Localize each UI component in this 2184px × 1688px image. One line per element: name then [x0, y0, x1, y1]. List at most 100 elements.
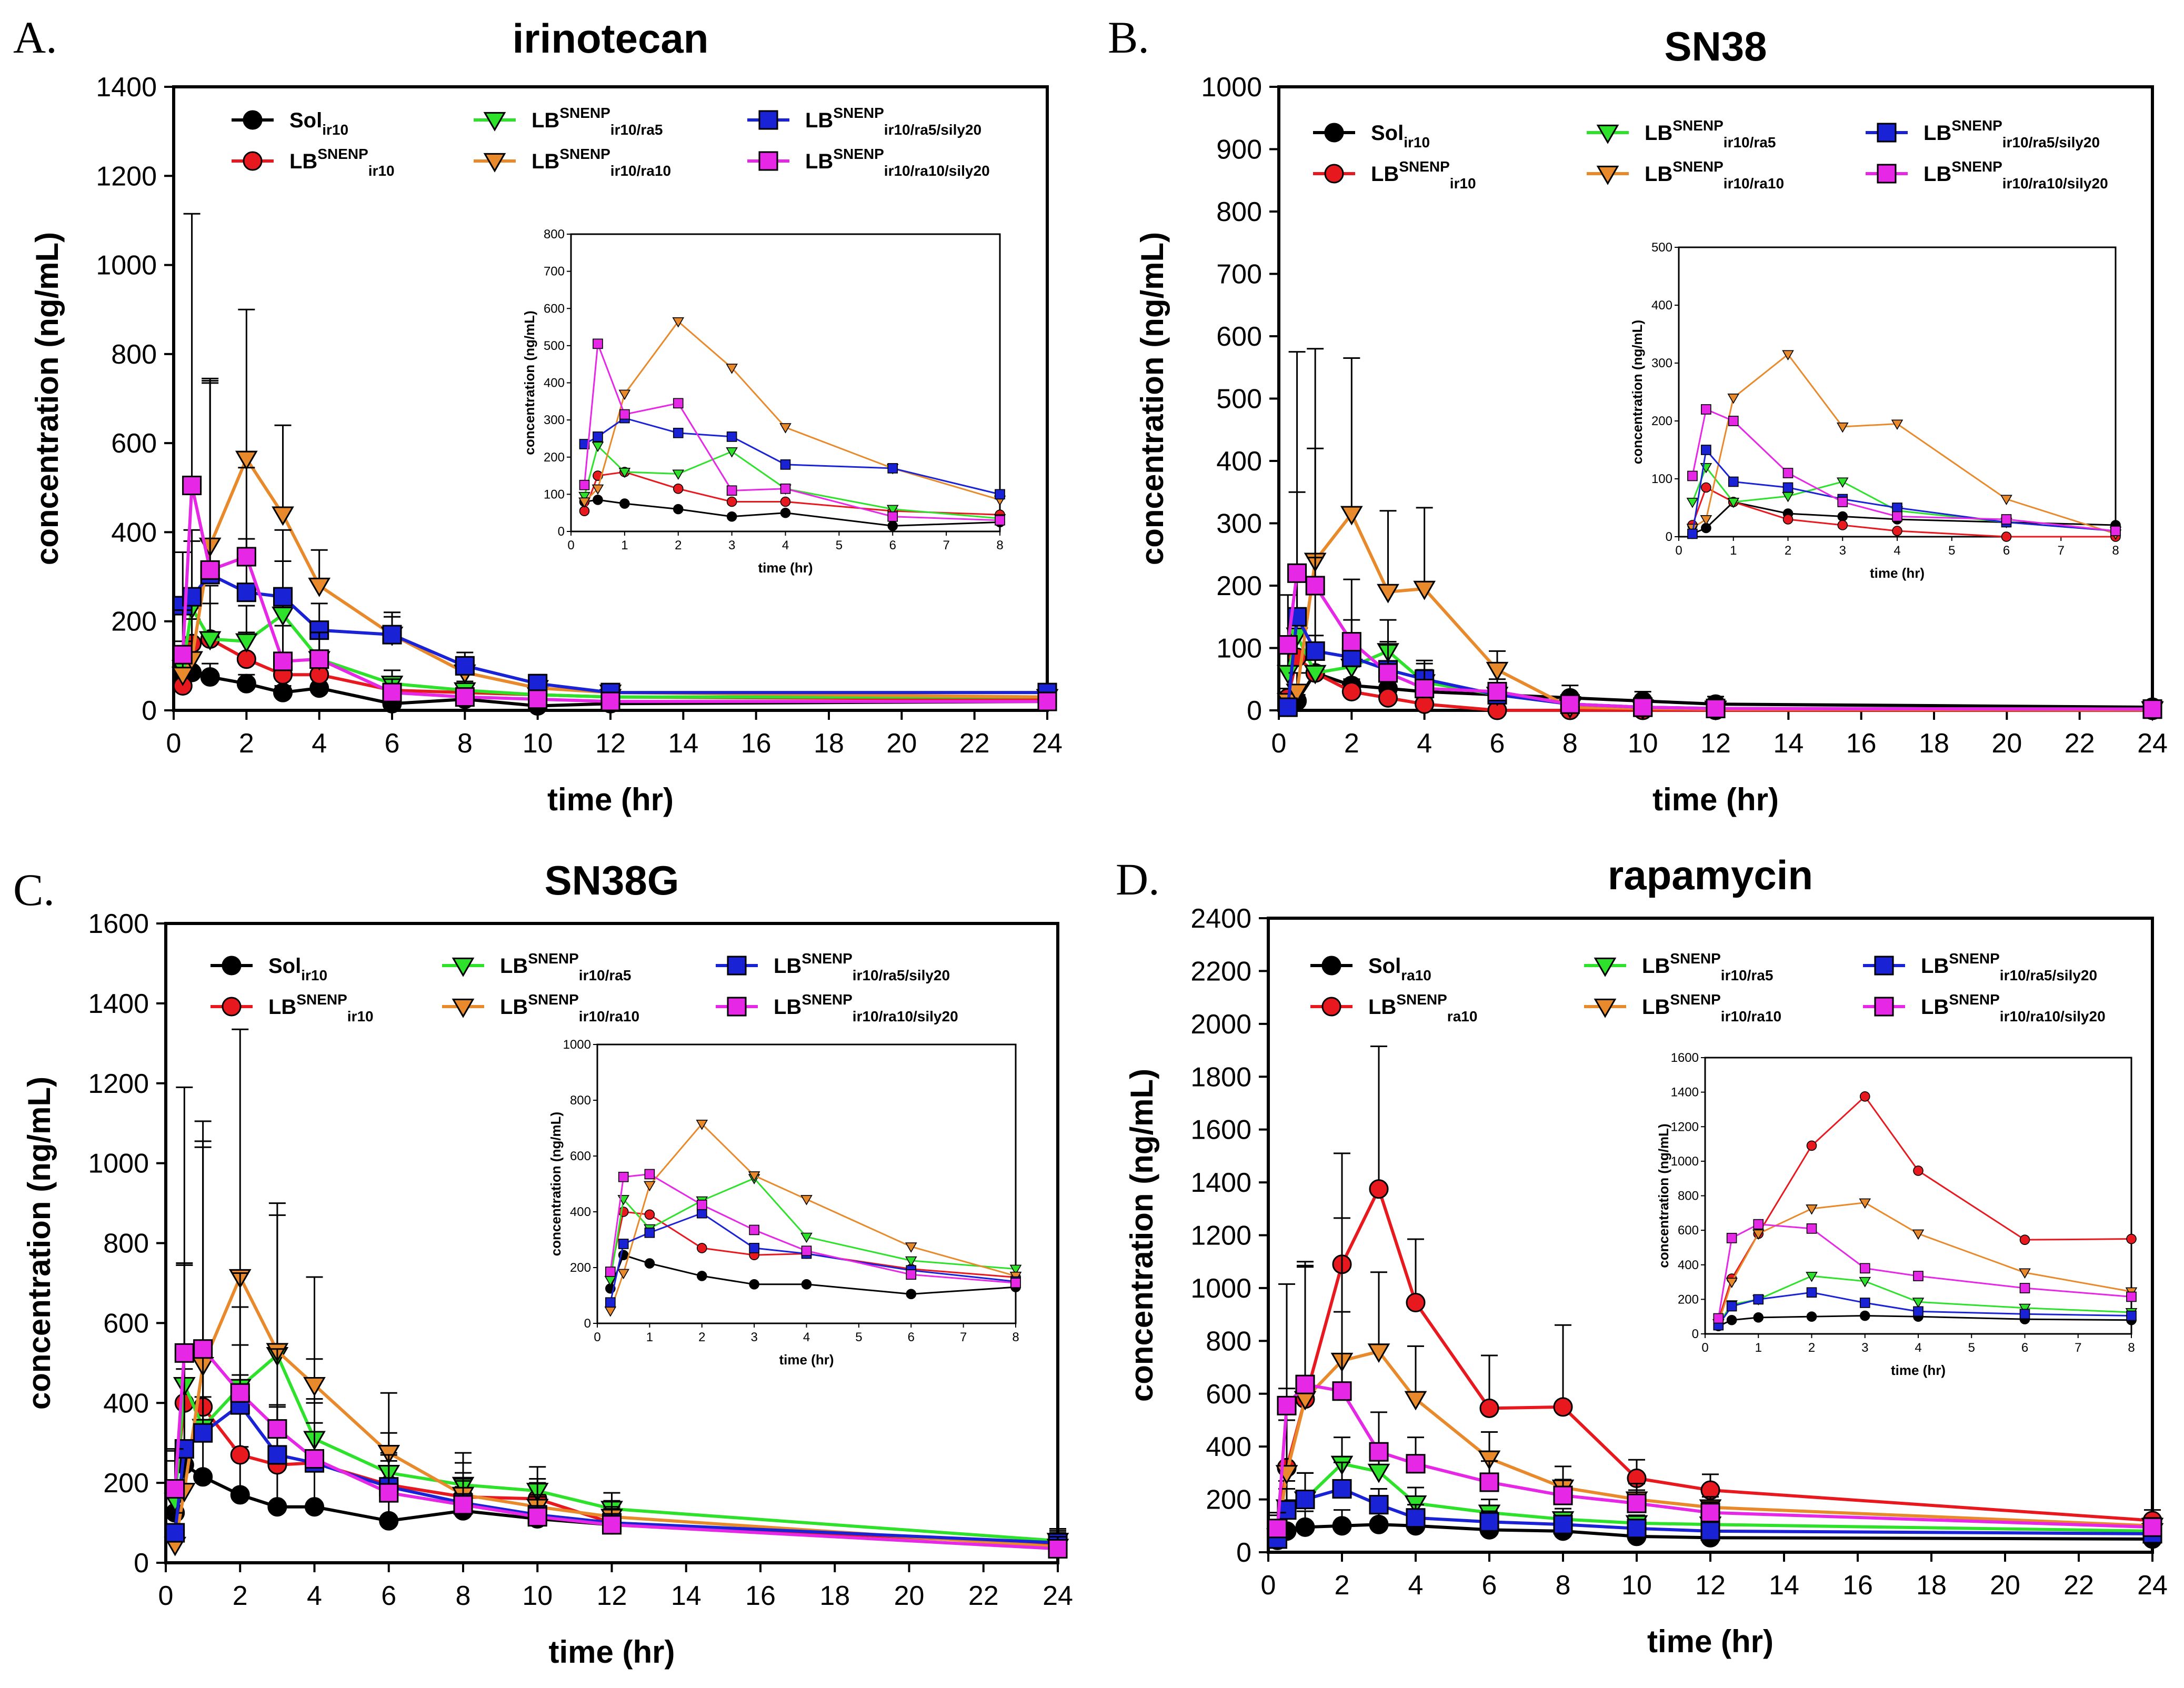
inset-data-point [1892, 503, 1902, 513]
y-axis: 0 100 200 300 400 500 600 700 800 900 1000 [1201, 72, 1279, 726]
x-tick-label: 24 [1032, 728, 1063, 759]
inset-x-tick-label: 7 [960, 1330, 967, 1344]
data-point [1553, 1514, 1573, 1534]
y-tick-label: 1400 [88, 989, 149, 1019]
legend-marker [1596, 124, 1619, 144]
x-tick-label: 14 [671, 1581, 702, 1611]
inset-chart: 0 100 200 300 400 500 0 1 2 3 4 5 6 7 8 time (hr) concen… [1629, 240, 2122, 581]
inset-series-6 [1687, 404, 2121, 536]
legend: Solir10 LBSNENPir10 LBSNENPir10/ra5 LBSNENP… [211, 950, 958, 1024]
series-6 [1267, 1264, 2162, 1539]
y-tick-label: 1400 [1190, 1168, 1251, 1198]
legend-item: LBSNENPir10 [211, 991, 374, 1024]
inset-data-point [1727, 393, 1740, 404]
inset-x-tick-label: 3 [1861, 1341, 1868, 1355]
inset-data-point [2110, 526, 2121, 536]
inset-data-point [800, 1195, 813, 1205]
inset-y-tick-label: 1000 [1671, 1154, 1699, 1169]
inset-data-point [801, 1245, 812, 1257]
y-tick-label: 2400 [1190, 903, 1251, 934]
legend-label: LBSNENPir10/ra5/sily20 [1921, 950, 2097, 983]
y-tick-label: 500 [1216, 384, 1262, 415]
legend-marker [758, 110, 778, 130]
inset-data-point [618, 1239, 629, 1249]
inset-frame [570, 233, 1001, 532]
inset-data-point [673, 428, 684, 438]
inset-y-tick-label: 600 [1678, 1223, 1699, 1238]
data-point [453, 1495, 473, 1515]
y-tick-label: 1600 [88, 909, 149, 939]
inset-data-point [1687, 528, 1698, 539]
inset-data-point [780, 459, 791, 470]
legend-item: LBSNENPir10 [1313, 158, 1476, 192]
inset-data-point [1726, 1278, 1738, 1289]
inset-data-point [1686, 497, 1699, 508]
data-point [1369, 1514, 1389, 1534]
x-tick-label: 2 [233, 1581, 248, 1611]
inset-data-point [1726, 1314, 1737, 1325]
inset-x-tick-label: 0 [1701, 1341, 1708, 1355]
inset-x-tick-label: 8 [1012, 1330, 1019, 1344]
inset-data-point [644, 1227, 655, 1238]
y-tick-label: 400 [111, 517, 157, 548]
data-point [1406, 1293, 1426, 1313]
inset-data-point [2126, 1233, 2137, 1244]
data-point [1287, 563, 1307, 583]
data-point [267, 1497, 287, 1517]
inset-data-point [1837, 520, 1848, 530]
inset-series-line [1717, 1202, 2132, 1324]
legend-marker [452, 998, 475, 1018]
inset-data-point [644, 1169, 655, 1180]
data-point [1278, 697, 1298, 717]
data-point [382, 682, 402, 702]
x-tick-label: 10 [522, 1581, 553, 1611]
x-tick-label: 22 [2065, 728, 2095, 759]
inset-data-point [1701, 482, 1711, 493]
x-tick-label: 0 [166, 728, 182, 759]
x-tick-label: 12 [595, 728, 626, 759]
inset-series-line [584, 444, 1000, 519]
series-3 [171, 540, 1059, 709]
data-point [2142, 1517, 2162, 1537]
data-point [1706, 698, 1726, 718]
data-point [1627, 1493, 1647, 1513]
inset-series-line [583, 343, 1000, 521]
series-group [1266, 1046, 2164, 1550]
inset-y-tick-label: 1200 [1671, 1120, 1699, 1134]
inset-data-point [644, 1258, 655, 1269]
legend-marker [1324, 123, 1344, 143]
x-tick-label: 22 [959, 728, 990, 759]
data-point [303, 1376, 326, 1396]
legend-marker [758, 151, 778, 171]
inset-x-tick-label: 6 [2021, 1341, 2028, 1355]
inset-data-point [749, 1224, 759, 1235]
series-6 [173, 213, 1057, 711]
y-tick-label: 1000 [1190, 1273, 1251, 1304]
x-tick-label: 18 [1916, 1570, 1947, 1601]
inset-x-axis-label: time (hr) [758, 560, 813, 576]
legend-item: LBSNENPir10/ra10 [1587, 158, 1784, 192]
inset-y-tick-label: 100 [1651, 472, 1672, 486]
legend-marker [222, 956, 242, 976]
y-tick-label: 1000 [88, 1149, 149, 1179]
data-point [1295, 1517, 1315, 1537]
inset-data-point [780, 483, 791, 494]
data-point [1633, 697, 1653, 717]
inset-data-point [1806, 1272, 1818, 1282]
legend: Solir10 LBSNENPir10 LBSNENPir10/ra5 LBSNENP… [1313, 117, 2108, 192]
series-6 [165, 1086, 1068, 1559]
data-point [304, 1497, 325, 1517]
panel-letter: A. [13, 12, 57, 63]
inset-data-point [673, 483, 684, 494]
data-point [1295, 1374, 1315, 1394]
inset-data-point [618, 389, 631, 400]
legend-item: LBSNENPir10/ra5/sily20 [1866, 117, 2100, 150]
inset-y-tick-label: 700 [544, 265, 565, 279]
data-point [174, 1343, 194, 1363]
inset-x-axis-label: time (hr) [1870, 565, 1925, 581]
inset-data-point [1806, 1311, 1817, 1322]
x-tick-label: 8 [1556, 1570, 1571, 1601]
inset-data-point [1753, 1312, 1764, 1323]
